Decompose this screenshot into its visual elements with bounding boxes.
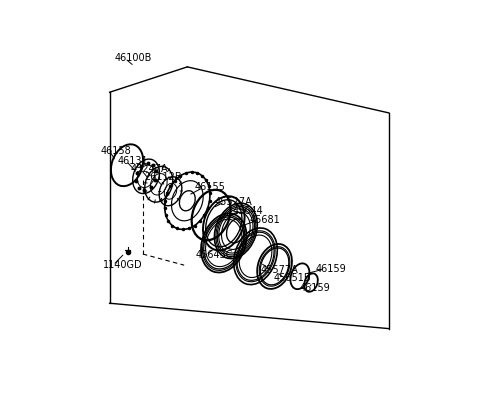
Text: 45577A: 45577A <box>260 265 298 275</box>
Text: 45644: 45644 <box>233 206 264 216</box>
Text: 46155: 46155 <box>194 183 226 192</box>
Text: 26112B: 26112B <box>144 172 181 182</box>
Text: 1140GD: 1140GD <box>103 260 142 270</box>
Text: 45527A: 45527A <box>214 197 252 207</box>
Text: 45643C: 45643C <box>195 250 233 260</box>
Text: 46159: 46159 <box>300 283 331 293</box>
Text: 45247A: 45247A <box>130 164 168 174</box>
Text: 46131: 46131 <box>118 156 148 166</box>
Text: 46158: 46158 <box>101 146 132 156</box>
Text: 46100B: 46100B <box>114 53 152 63</box>
Text: 45651B: 45651B <box>274 274 312 283</box>
Text: 46159: 46159 <box>316 264 347 274</box>
Text: 45681: 45681 <box>249 215 280 225</box>
